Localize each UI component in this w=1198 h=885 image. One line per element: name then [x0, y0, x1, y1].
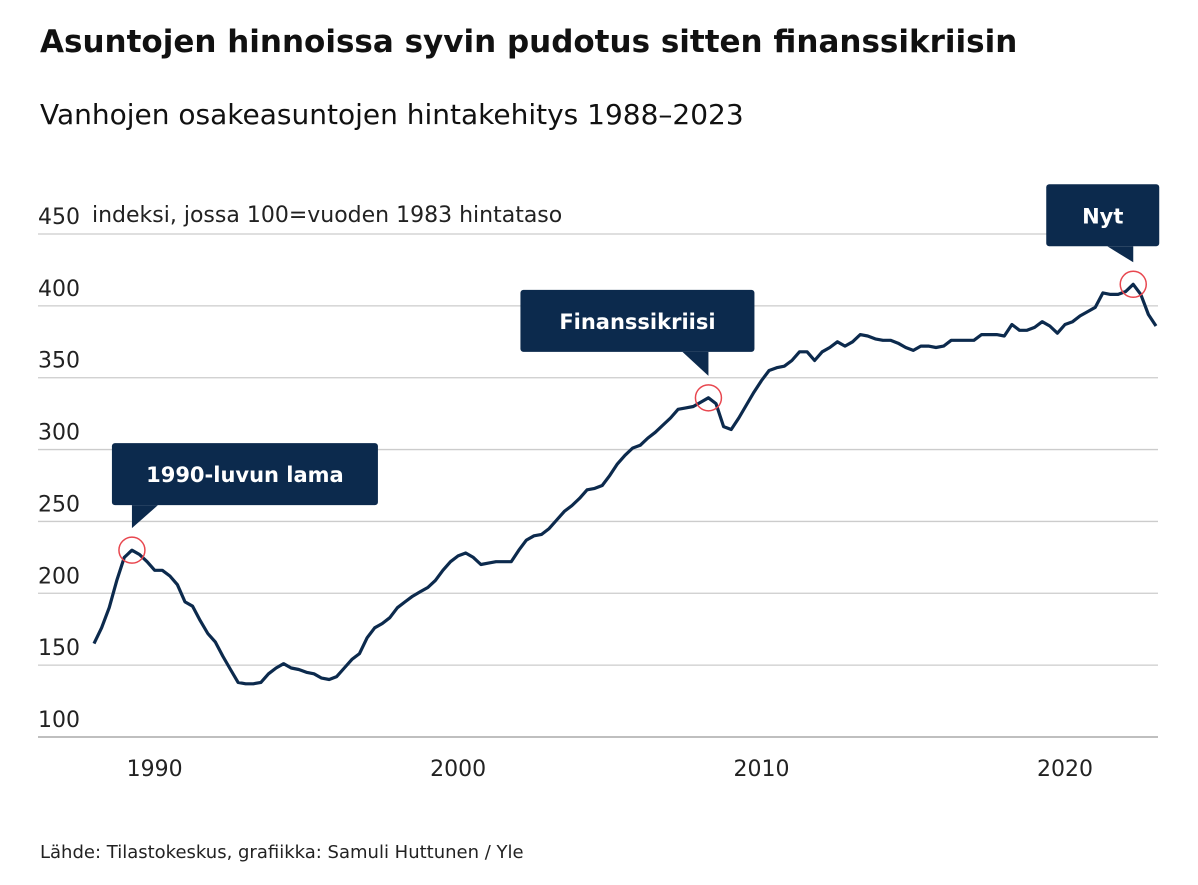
y-tick-label: 200 — [38, 564, 80, 589]
y-tick-label: 250 — [38, 492, 80, 517]
callout-label: 1990-luvun lama — [146, 463, 344, 487]
y-tick-label: 400 — [38, 277, 80, 302]
callout-pointer — [1107, 246, 1134, 263]
callout-box — [1046, 184, 1160, 247]
callout-pointer — [131, 505, 158, 529]
x-tick-label: 2020 — [1037, 757, 1093, 782]
callout-label: Finanssikriisi — [559, 310, 715, 334]
source: Lähde: Tilastokeskus, grafiikka: Samuli … — [40, 842, 524, 863]
callout-box — [111, 443, 378, 506]
callout-box — [520, 289, 755, 352]
y-tick-label: 350 — [38, 349, 80, 374]
y-tick-label: 100 — [38, 708, 80, 733]
y-tick-label: 150 — [38, 636, 80, 661]
y-axis-label: indeksi, jossa 100=vuoden 1983 hintataso — [92, 203, 562, 228]
line — [92, 282, 1158, 686]
chart-title: Asuntojen hinnoissa syvin pudotus sitten… — [40, 24, 1017, 60]
highlight-circle — [1119, 270, 1147, 299]
callout-label: Nyt — [1082, 204, 1123, 228]
callout-pointer — [682, 351, 709, 376]
chart-subtitle: Vanhojen osakeasuntojen hintakehitys 198… — [40, 98, 744, 131]
highlight-circle — [118, 536, 146, 564]
y-tick-label: 300 — [38, 421, 80, 446]
x-tick-label: 2000 — [430, 757, 486, 782]
highlight-circle — [694, 384, 723, 412]
x-tick-label: 1990 — [127, 757, 183, 782]
x-tick-label: 2010 — [734, 757, 790, 782]
y-tick-label: 450 — [38, 205, 80, 230]
